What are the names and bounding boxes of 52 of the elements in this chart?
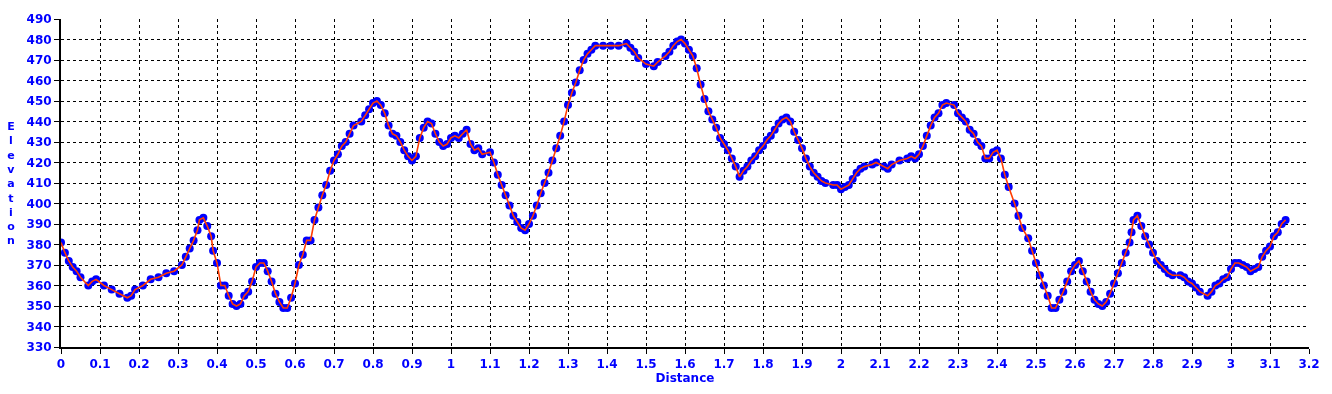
y-tick-label: 470: [26, 53, 52, 68]
x-tick-label: 0.2: [128, 357, 150, 372]
x-tick-label: 3.1: [1259, 357, 1281, 372]
x-axis-title: Distance: [655, 371, 715, 386]
x-tick-label: 0.9: [401, 357, 423, 372]
x-tick-label: 0.4: [206, 357, 228, 372]
y-tick-label: 400: [26, 196, 52, 211]
y-tick-label: 340: [26, 319, 52, 334]
x-tick-label: 1.1: [479, 357, 501, 372]
y-tick-label: 390: [26, 217, 52, 232]
x-tick-label: 1.4: [596, 357, 618, 372]
x-tick-label: 2.7: [1103, 357, 1125, 372]
x-tick-label: 1.8: [752, 357, 774, 372]
x-tick-label: 0: [56, 357, 66, 372]
y-tick-label: 490: [26, 12, 52, 27]
x-tick-label: 2.1: [869, 357, 891, 372]
x-tick-label: 0.6: [284, 357, 306, 372]
y-tick-label: 450: [26, 94, 52, 109]
y-tick-label: 460: [26, 73, 52, 88]
x-tick-label: 2.2: [908, 357, 930, 372]
y-tick-label: 380: [26, 237, 52, 252]
x-tick-label: 2.4: [986, 357, 1008, 372]
y-tick-label: 430: [26, 135, 52, 150]
x-tick-label: 2: [836, 357, 846, 372]
text: Elevation: [7, 120, 15, 248]
x-tick-label: 1.2: [518, 357, 540, 372]
x-tick-label: 0.7: [323, 357, 345, 372]
y-tick-label: 360: [26, 278, 52, 293]
x-tick-label: 2.6: [1064, 357, 1086, 372]
x-tick-label: 2.3: [947, 357, 969, 372]
x-tick-label: 1: [446, 357, 456, 372]
y-tick-label: 410: [26, 176, 52, 191]
y-tick-label: 330: [26, 340, 52, 355]
x-tick-label: 1.7: [713, 357, 735, 372]
x-tick-label: 3.2: [1298, 357, 1320, 372]
x-tick-label: 0.5: [245, 357, 267, 372]
x-tick-label: 1.9: [791, 357, 813, 372]
x-tick-label: 1.6: [674, 357, 696, 372]
x-tick-label: 0.1: [89, 357, 111, 372]
x-tick-label: 1.5: [635, 357, 657, 372]
y-tick-label: 350: [26, 299, 52, 314]
y-tick-label: 480: [26, 32, 52, 47]
y-tick-label: 370: [26, 258, 52, 273]
x-tick-label: 0.8: [362, 357, 384, 372]
x-tick-label: 2.5: [1025, 357, 1047, 372]
x-tick-label: 2.8: [1142, 357, 1164, 372]
x-tick-label: 1.3: [557, 357, 579, 372]
x-tick-label: 3: [1226, 357, 1236, 372]
x-tick-label: 0.3: [167, 357, 189, 372]
y-tick-label: 440: [26, 114, 52, 129]
x-tick-label: 2.9: [1181, 357, 1203, 372]
y-tick-label: 420: [26, 155, 52, 170]
